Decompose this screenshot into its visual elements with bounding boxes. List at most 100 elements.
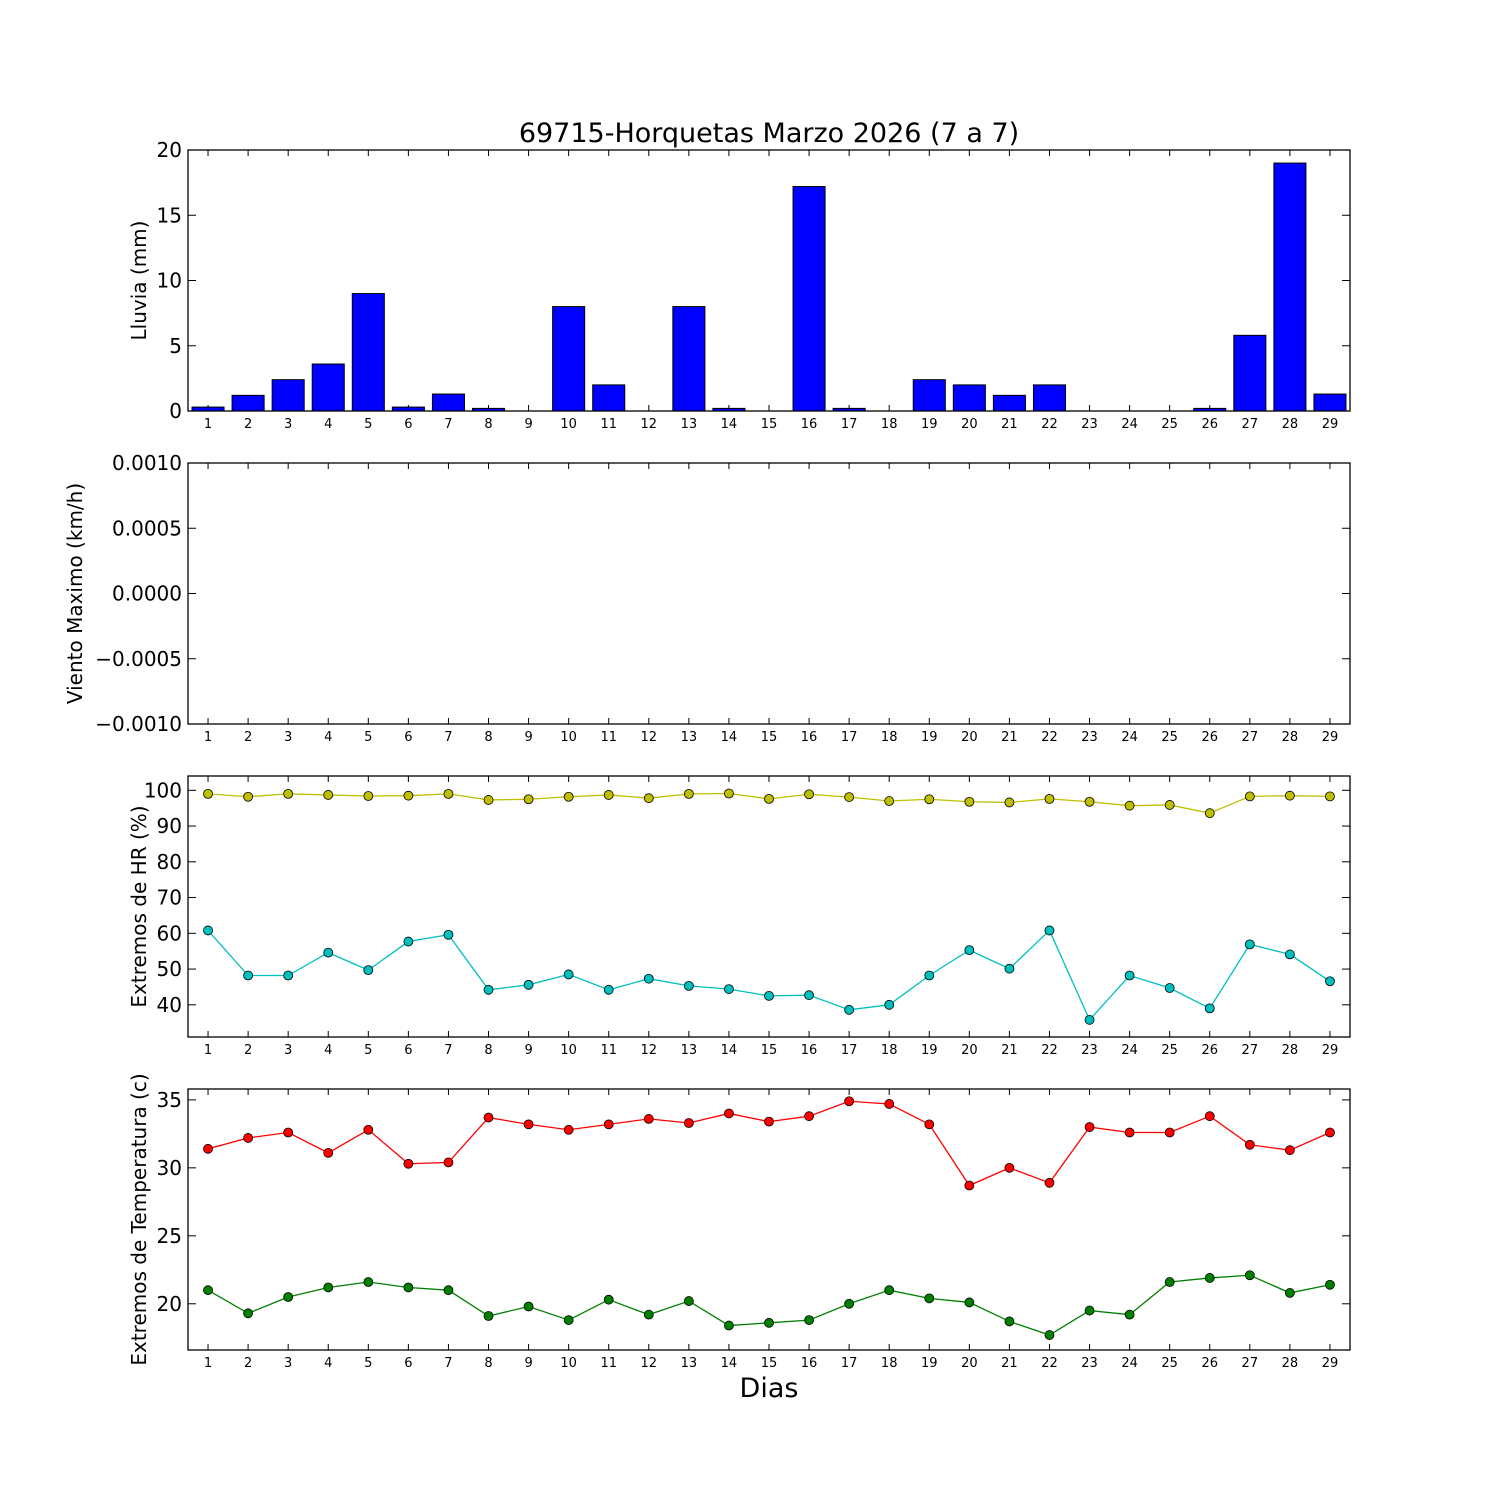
rain-xtick-label: 19 — [921, 417, 938, 432]
rain-xtick-label: 8 — [484, 417, 492, 432]
wind-xtick-label: 3 — [284, 730, 292, 745]
humidity-point — [563, 969, 574, 980]
humidity-xtick-label: 6 — [404, 1043, 412, 1058]
temperature-xtick-label: 16 — [801, 1356, 818, 1371]
chart-title: 69715-Horquetas Marzo 2026 (7 a 7) — [519, 118, 1019, 149]
rain-ylabel: Lluvia (mm) — [127, 221, 151, 341]
humidity-point — [643, 793, 654, 804]
rain-xtick-label: 25 — [1161, 417, 1178, 432]
temperature-point — [403, 1282, 414, 1293]
humidity-point — [1325, 976, 1335, 987]
wind-xtick-label: 20 — [961, 730, 978, 745]
humidity-point — [924, 794, 935, 805]
wind-xtick-label: 1 — [204, 730, 212, 745]
temperature-point — [1084, 1122, 1095, 1132]
humidity-xtick-label: 1 — [204, 1043, 212, 1058]
wind-xtick-label: 4 — [324, 730, 332, 745]
humidity-point — [323, 947, 334, 958]
humidity-point — [1244, 939, 1255, 950]
temperature-point — [1244, 1270, 1255, 1281]
humidity-point — [844, 792, 855, 802]
rain-xtick-label: 29 — [1322, 417, 1339, 432]
temperature-xtick-label: 6 — [404, 1356, 412, 1371]
temperature-xtick-label: 28 — [1282, 1356, 1299, 1371]
rain-xtick-label: 13 — [681, 417, 698, 432]
temperature-point — [603, 1119, 614, 1130]
rain-bar — [1313, 393, 1347, 412]
humidity-point — [724, 788, 734, 799]
humidity-xtick-label: 25 — [1161, 1043, 1178, 1058]
wind-xtick-label: 14 — [721, 730, 738, 745]
rain-xtick-label: 20 — [961, 417, 978, 432]
humidity-point — [603, 984, 614, 995]
humidity-series-line — [207, 929, 1331, 1022]
temperature-axes-frame — [187, 1088, 1351, 1351]
temperature-point — [563, 1315, 574, 1325]
rain-xtick-label: 24 — [1121, 417, 1138, 432]
wind-xtick-label: 11 — [600, 730, 617, 745]
temperature-xtick-label: 9 — [524, 1356, 532, 1371]
temperature-point — [443, 1285, 454, 1296]
humidity-point — [724, 984, 734, 994]
humidity-ytick-label: 90 — [157, 814, 182, 838]
temperature-point — [964, 1180, 975, 1191]
humidity-xtick-label: 4 — [324, 1043, 332, 1058]
humidity-xtick-label: 9 — [524, 1043, 532, 1058]
temperature-point — [964, 1297, 975, 1308]
temperature-ytick-label: 35 — [157, 1088, 182, 1112]
temperature-xtick-label: 24 — [1121, 1356, 1138, 1371]
humidity-point — [683, 788, 694, 799]
rain-xtick-label: 27 — [1242, 417, 1259, 432]
humidity-point — [483, 984, 494, 995]
temperature-point — [323, 1147, 334, 1158]
humidity-point — [443, 929, 454, 940]
humidity-xtick-label: 18 — [881, 1043, 898, 1058]
temperature-ytick-label: 30 — [157, 1156, 182, 1180]
humidity-ytick-label: 100 — [144, 778, 182, 802]
rain-bar — [672, 306, 706, 412]
temperature-xtick-label: 27 — [1242, 1356, 1259, 1371]
temperature-ytick-label: 25 — [157, 1224, 182, 1248]
temperature-point — [1084, 1305, 1095, 1316]
humidity-xtick-label: 11 — [600, 1043, 617, 1058]
humidity-point — [323, 790, 334, 800]
temperature-point — [403, 1158, 414, 1169]
temperature-point — [1284, 1145, 1295, 1156]
temperature-point — [203, 1285, 213, 1296]
humidity-point — [1284, 949, 1295, 960]
humidity-xtick-label: 3 — [284, 1043, 292, 1058]
humidity-point — [1084, 796, 1095, 807]
humidity-point — [924, 970, 935, 981]
humidity-xtick-label: 13 — [681, 1043, 698, 1058]
temperature-point — [724, 1108, 734, 1119]
temperature-point — [603, 1294, 614, 1305]
temperature-xtick-label: 13 — [681, 1356, 698, 1371]
rain-bar — [1032, 384, 1067, 412]
rain-bar — [271, 379, 305, 412]
temperature-xtick-label: 7 — [444, 1356, 452, 1371]
humidity-xtick-label: 20 — [961, 1043, 978, 1058]
humidity-point — [1204, 808, 1215, 819]
rain-xtick-label: 28 — [1282, 417, 1299, 432]
humidity-xtick-label: 12 — [641, 1043, 658, 1058]
temperature-point — [1325, 1279, 1335, 1290]
temperature-point — [884, 1285, 895, 1296]
wind-xtick-label: 28 — [1282, 730, 1299, 745]
rain-ytick-label: 5 — [169, 334, 182, 358]
humidity-ytick-label: 40 — [157, 993, 182, 1017]
rain-xtick-label: 5 — [364, 417, 372, 432]
temperature-xtick-label: 22 — [1041, 1356, 1058, 1371]
humidity-ytick-label: 50 — [157, 957, 182, 981]
temperature-point — [643, 1309, 654, 1320]
temperature-series-line — [207, 1100, 1331, 1187]
temperature-point — [1244, 1139, 1255, 1150]
humidity-xtick-label: 21 — [1001, 1043, 1018, 1058]
temperature-xtick-label: 23 — [1081, 1356, 1098, 1371]
temperature-xtick-label: 10 — [560, 1356, 577, 1371]
temperature-point — [1164, 1277, 1175, 1287]
wind-ytick-label: 0.0000 — [112, 582, 182, 606]
temperature-point — [764, 1317, 774, 1328]
